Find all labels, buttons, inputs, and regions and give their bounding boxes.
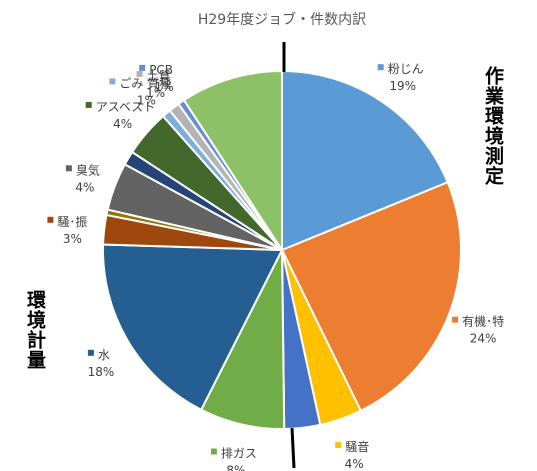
slice-label: 騒音 4% — [335, 439, 369, 471]
slice-label: 排ガス 8% — [210, 447, 257, 471]
pie-slice — [102, 243, 284, 412]
slice-label-marker — [452, 316, 459, 323]
pie-slices — [102, 69, 462, 431]
slice-label: アスベスト 4% — [85, 100, 155, 131]
slice-label-percent: 1% — [155, 80, 174, 94]
group-label-right: 作業環境測定 — [482, 66, 504, 186]
slice-label-percent: 24% — [470, 332, 497, 346]
slice-label-percent: 1% — [146, 86, 165, 100]
slice-label: 騒･振 3% — [47, 215, 87, 246]
slice-label-marker — [85, 101, 92, 108]
pie-slice — [182, 69, 283, 254]
slice-label-marker — [87, 349, 94, 356]
slice-label: 有機･特 24% — [452, 314, 504, 346]
slice-label-name: 水 — [98, 348, 110, 362]
slice-label-percent: 1% — [137, 93, 156, 107]
slice-label-name: 土質 — [147, 68, 171, 83]
slice-label-name: ごみ 質種 — [119, 75, 171, 90]
slice-label-percent: 18% — [88, 365, 115, 379]
slice-label-marker — [377, 64, 384, 71]
slice-label-marker — [109, 78, 116, 85]
slice-label: 粉じん 19% — [377, 62, 424, 93]
slice-label: 臭気 4% — [65, 162, 100, 194]
slice-label-percent: 8% — [226, 464, 245, 471]
slice-label-name: 有機･特 — [462, 314, 504, 329]
group-divider-line — [282, 42, 296, 469]
slice-label-marker — [210, 448, 217, 455]
slice-label-marker — [136, 71, 143, 77]
slice-label: PCB 1% — [139, 63, 174, 94]
slice-label: 土質1% — [136, 68, 171, 100]
slice-label-marker — [139, 64, 146, 71]
slice-label-name: PCB — [149, 63, 173, 77]
slice-label-name: アスベスト — [96, 100, 155, 114]
slice-label-percent: 4% — [113, 117, 132, 131]
slice-label-marker — [65, 165, 72, 172]
slice-label-percent: 4% — [345, 457, 364, 471]
pie-slice — [280, 180, 462, 413]
slice-label-name: 粉じん — [388, 62, 424, 76]
slice-label-percent: 19% — [389, 79, 416, 93]
slice-labels: 粉じん19%有機･特24%騒音4%排ガス8%水18%騒･振3%臭気4%アスベスト… — [47, 62, 504, 471]
slice-label: 水 18% — [88, 348, 115, 379]
group-label-left: 環境計量 — [24, 290, 46, 370]
slice-label-name: 騒･振 — [57, 215, 87, 229]
slice-label-name: 排ガス — [221, 447, 257, 461]
pie-slice — [281, 69, 449, 252]
slice-label-name: 臭気 — [76, 162, 100, 177]
slice-label-name: 騒音 — [345, 439, 369, 454]
slice-label-marker — [47, 216, 54, 223]
slice-label-percent: 3% — [63, 232, 82, 246]
slice-label-percent: 4% — [75, 180, 94, 194]
slice-label: ごみ 質種1% — [109, 75, 171, 107]
chart-title: H29年度ジョブ・件数内訳 — [198, 11, 366, 28]
slice-label-marker — [335, 442, 342, 449]
